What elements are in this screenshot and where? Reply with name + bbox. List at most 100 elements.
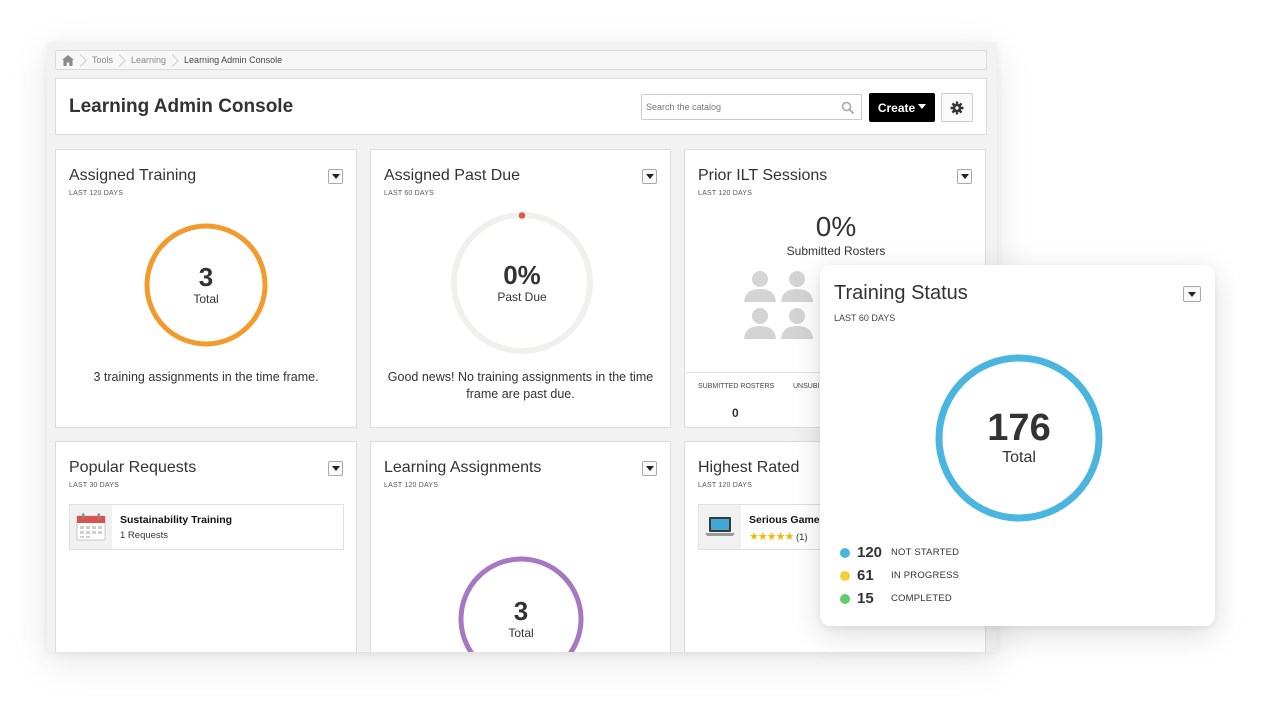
- card-subtitle: LAST 120 DAYS: [384, 482, 439, 489]
- legend-label: NOT STARTED: [891, 547, 960, 558]
- ring-value: 176: [987, 407, 1051, 449]
- caret-down-icon: [960, 174, 969, 179]
- breadcrumb-learning[interactable]: Learning: [121, 51, 174, 69]
- card-title: Assigned Past Due: [384, 167, 521, 184]
- legend-value: 61: [857, 567, 874, 584]
- unsubmitted-rosters-label: UNSUBI: [793, 383, 820, 390]
- learning-admin-window: Tools Learning Learning Admin Console Le…: [47, 42, 997, 652]
- create-button-label: Create: [877, 100, 916, 115]
- ring-chart: [458, 556, 584, 652]
- learning-assignments-ring: 3 Total: [457, 555, 585, 652]
- caret-down-icon: [331, 174, 340, 179]
- list-item[interactable]: Sustainability Training 1 Requests: [69, 504, 344, 550]
- laptop-icon: [705, 517, 735, 536]
- training-status-ring: 176 Total: [934, 353, 1104, 523]
- ring-label: Total: [1002, 449, 1036, 466]
- card-title: Assigned Training: [69, 167, 197, 184]
- past-due-ring: 0% Past Due: [450, 211, 594, 355]
- card-popular-requests: Popular Requests LAST 30 DAYS Sustainabi…: [55, 441, 357, 652]
- ilt-percent: 0%: [815, 211, 857, 242]
- legend-label: IN PROGRESS: [891, 570, 960, 581]
- legend-not-started: 120 NOT STARTED: [840, 544, 959, 561]
- ring-chart: [935, 354, 1103, 522]
- create-button[interactable]: Create: [869, 93, 935, 122]
- rating-count: (1): [795, 532, 808, 543]
- card-menu-button[interactable]: [957, 169, 972, 184]
- home-icon: [62, 54, 74, 66]
- breadcrumb-home[interactable]: [56, 51, 82, 69]
- legend-value: 15: [857, 590, 874, 607]
- ring-arc: [935, 354, 1103, 522]
- status-dot: [840, 547, 850, 558]
- ring-label: Past Due: [497, 290, 547, 304]
- breadcrumb-current: Learning Admin Console: [184, 55, 283, 65]
- status-dot: [840, 593, 850, 604]
- list-item-title: Sustainability Training: [120, 514, 233, 526]
- card-title: Highest Rated: [698, 459, 800, 476]
- legend-value: 120: [857, 544, 883, 561]
- card-subtitle: LAST 30 DAYS: [69, 482, 119, 489]
- submitted-rosters-label: SUBMITTED ROSTERS: [698, 383, 775, 390]
- card-menu-button[interactable]: [328, 461, 343, 476]
- breadcrumb: Tools Learning Learning Admin Console: [55, 50, 987, 70]
- card-subtitle: LAST 60 DAYS: [384, 190, 434, 197]
- caret-down-icon: [645, 174, 654, 179]
- ring-arc: [144, 223, 268, 347]
- caret-down-icon: [331, 466, 340, 471]
- ring-value: 3: [198, 262, 214, 292]
- legend-in-progress: 61 IN PROGRESS: [840, 567, 959, 584]
- card-title: Popular Requests: [69, 459, 197, 476]
- page-title: Learning Admin Console: [69, 96, 294, 117]
- ring-value: 0%: [503, 260, 541, 290]
- catalog-search: [641, 94, 862, 120]
- card-menu-button[interactable]: [328, 169, 343, 184]
- card-menu-button[interactable]: [1183, 286, 1201, 302]
- status-dot: [840, 570, 850, 581]
- card-description: Good news! No training assignments in th…: [387, 370, 654, 401]
- settings-button[interactable]: [941, 93, 973, 122]
- page-header: Learning Admin Console Create: [55, 78, 987, 135]
- legend-completed: 15 COMPLETED: [840, 590, 952, 607]
- card-menu-button[interactable]: [642, 169, 657, 184]
- card-subtitle: LAST 120 DAYS: [698, 482, 753, 489]
- list-thumbnail: [699, 505, 741, 549]
- gear-icon: [950, 101, 964, 114]
- ring-label: Total: [193, 292, 219, 306]
- ring-label: Total: [508, 626, 534, 640]
- breadcrumb-tools[interactable]: Tools: [82, 51, 121, 69]
- caret-down-icon: [645, 466, 654, 471]
- list-thumbnail: [70, 505, 112, 549]
- ring-chart: [451, 212, 593, 354]
- people-icon: [744, 271, 813, 339]
- card-title: Learning Assignments: [384, 459, 542, 476]
- star-rating-icon: ★★★★★: [749, 531, 794, 543]
- ring-center: 3 Total: [143, 222, 269, 348]
- caret-down-icon: [1188, 291, 1196, 297]
- ring-center: 3 Total: [457, 555, 585, 652]
- card-title: Training Status: [834, 282, 968, 304]
- ring-marker: [518, 212, 526, 219]
- caret-down-icon: [918, 103, 927, 109]
- list-item-title: Serious Game: [749, 514, 820, 526]
- card-subtitle: LAST 60 DAYS: [834, 313, 896, 323]
- card-description: 3 training assignments in the time frame…: [93, 370, 319, 384]
- ring-value: 3: [513, 596, 529, 626]
- ring-center: 0% Past Due: [450, 211, 594, 355]
- list-item-meta: 1 Requests: [120, 530, 169, 541]
- card-title: Prior ILT Sessions: [698, 167, 828, 184]
- ring-arc: [458, 556, 584, 652]
- ring-center: 176 Total: [934, 353, 1104, 523]
- ilt-percent-label: Submitted Rosters: [786, 244, 886, 258]
- card-subtitle: LAST 120 DAYS: [698, 190, 753, 197]
- list-item-rating: ★★★★★ (1): [749, 530, 808, 543]
- search-input[interactable]: [642, 95, 832, 119]
- card-menu-button[interactable]: [642, 461, 657, 476]
- card-assigned-past-due: Assigned Past Due LAST 60 DAYS 0% Past D…: [370, 149, 671, 428]
- submitted-rosters-value: 0: [732, 406, 739, 420]
- card-assigned-training: Assigned Training LAST 120 DAYS 3 Total …: [55, 149, 357, 428]
- calendar-icon: [76, 513, 106, 541]
- assigned-training-ring: 3 Total: [143, 222, 269, 348]
- card-subtitle: LAST 120 DAYS: [69, 190, 124, 197]
- card-training-status: Training Status LAST 60 DAYS 176 Total 1…: [820, 265, 1215, 626]
- search-icon[interactable]: [841, 101, 854, 114]
